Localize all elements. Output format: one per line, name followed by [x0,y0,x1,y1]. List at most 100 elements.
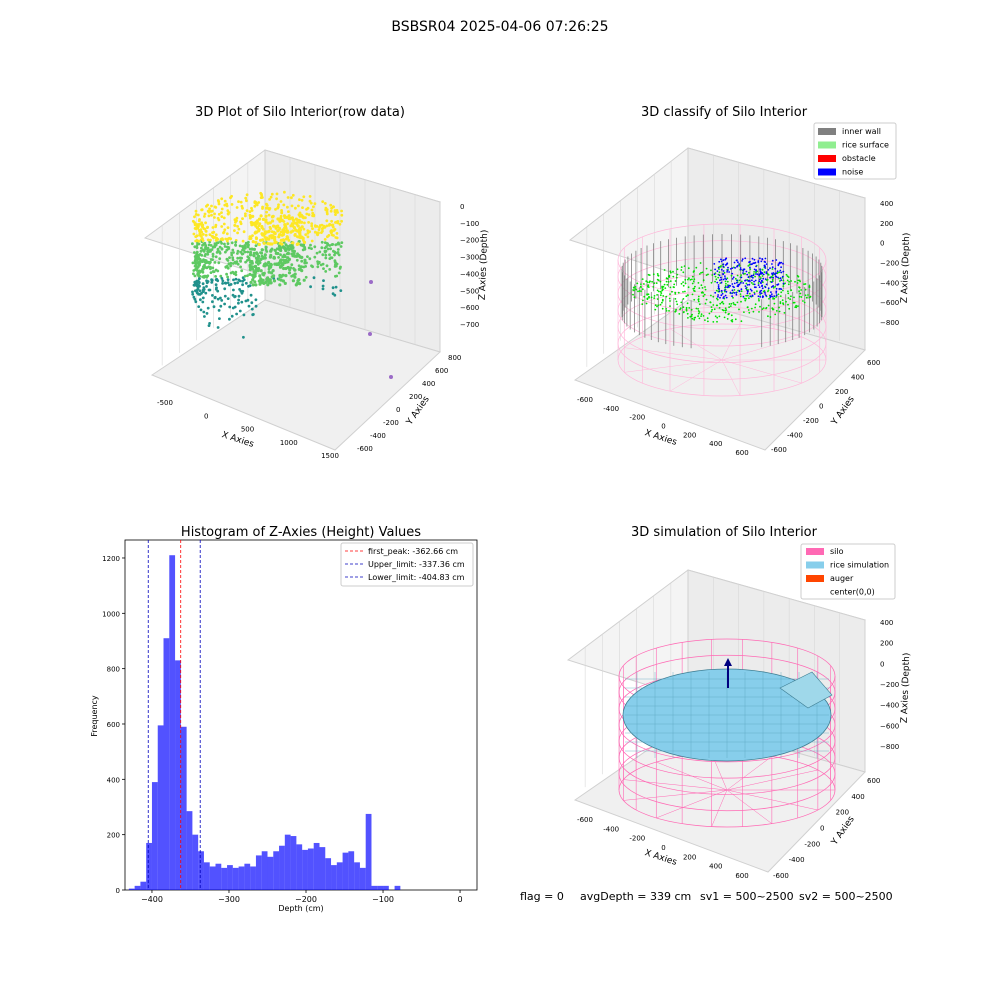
rice-surface-point [632,293,634,296]
raw-point [294,217,298,221]
raw-point [282,253,286,257]
rice-surface-point [769,316,772,318]
rice-surface-point [780,291,783,294]
rice-surface-point [682,298,685,300]
raw-point [329,256,333,259]
raw-point [229,283,233,286]
raw-point [250,247,254,251]
rice-surface-point [669,293,671,295]
noise-point [742,268,745,271]
raw-point [262,281,266,285]
rice-surface-point [793,296,795,299]
rice-surface-point [649,280,651,283]
noise-point [718,274,721,277]
rice-surface-point [720,301,723,304]
rice-surface-point [687,317,689,319]
classify-legend: inner wall rice surface obstacle noise [813,122,897,180]
noise-point [732,276,735,279]
rice-surface-point [726,277,729,280]
raw-point [326,247,330,251]
raw-point [283,190,286,194]
noise-point [717,295,719,298]
tick-label: -400 [787,432,803,440]
raw-point [244,299,248,303]
raw-point [226,239,229,243]
hist-bar [331,865,337,890]
rice-surface-point [798,290,800,293]
rice-surface-point [657,304,660,307]
noise-point [774,273,776,276]
raw-point [228,256,231,259]
tick-label: 400 [880,619,893,627]
raw-point [225,232,229,236]
rice-surface-point [738,279,741,282]
noise-point [714,291,717,294]
raw-point [303,221,306,225]
hist-bar [203,862,210,890]
rice-surface-point [697,312,700,315]
raw-point [323,246,327,250]
raw-point [193,297,197,301]
noise-point [760,289,763,292]
rice-surface-point [794,306,797,309]
raw-point [239,250,243,254]
noise-point [765,271,768,273]
footer-avg-depth: avgDepth = 339 cm [580,890,691,903]
sim-rice-surface [622,658,833,762]
raw-point [243,246,247,250]
raw-point [254,304,258,308]
rice-surface-point [647,293,650,296]
hist-bar [128,888,135,890]
noise-point [760,282,762,285]
raw-point [251,283,255,287]
rice-surface-point [763,271,766,274]
rice-surface-point [749,268,752,271]
rice-surface-point [739,295,742,298]
raw-point [236,249,240,253]
tick-label: 0 [460,203,464,211]
rice-surface-point [700,315,702,317]
rice-surface-point [728,306,730,309]
raw-point [203,212,207,216]
noise-point [762,277,765,280]
raw-point [253,204,257,208]
noise-point [770,286,773,288]
rice-surface-point [705,267,708,270]
raw-point [234,273,238,277]
raw-point [214,275,218,278]
rice-surface-point [759,305,761,308]
hist-y-ticks: 0 200 400 600 800 1000 1200 [102,555,125,895]
raw-point [198,257,202,261]
raw-point [277,256,280,259]
raw-point [321,200,325,204]
rice-surface-point [677,291,680,294]
noise-point [776,283,779,286]
sim-legend: silo rice simulation auger center(0,0) [800,543,896,600]
rice-surface-point [699,262,702,264]
rice-surface-point [807,294,809,296]
rice-surface-point [669,305,671,307]
noise-point [771,272,773,275]
rice-surface-point [732,302,735,304]
hist-bar [394,885,401,890]
raw-point [198,218,201,221]
raw-point [210,210,214,213]
raw-point [244,260,248,264]
rice-surface-point [676,273,679,276]
rice-surface-point [775,310,778,312]
noise-point [779,287,781,290]
raw-point [239,222,243,226]
noise-point [725,278,728,281]
noise-point [734,267,736,269]
tick-label: −600 [880,299,899,307]
raw-point [287,247,291,251]
hist-bar [232,867,239,890]
noise-point [758,274,760,277]
raw-point [216,297,220,301]
raw-point [200,246,203,250]
tick-label: 600 [867,777,880,785]
raw-point [271,269,275,273]
raw-point [272,230,276,234]
raw-point [213,295,217,299]
rice-surface-point [726,280,729,283]
